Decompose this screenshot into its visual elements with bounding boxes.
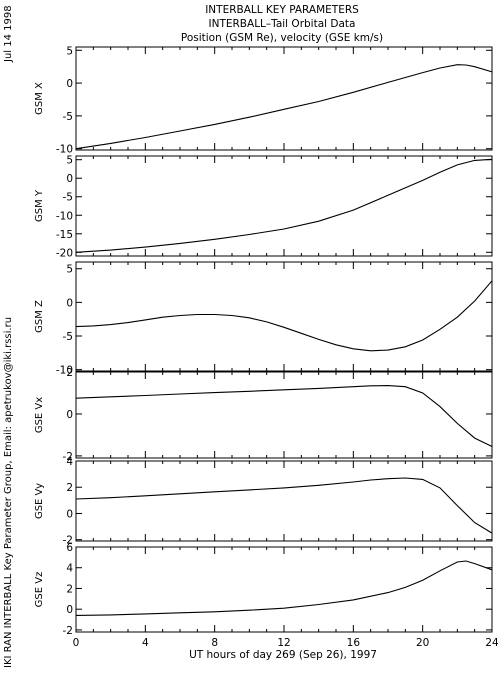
y-tick-label: -10: [56, 365, 73, 377]
panel-2: -20 -15 -10 -5 0 5 GSM Y: [34, 155, 493, 259]
chart-title-line-3: Position (GSM Re), velocity (GSE km/s): [181, 32, 383, 44]
panel-4: -2 0 2 GSE Vx: [34, 367, 493, 463]
y-tick-label: -2: [63, 451, 73, 463]
y-tick-label: 0: [66, 173, 73, 185]
panel-frame: [75, 46, 493, 151]
y-tick-label: -5: [63, 331, 73, 343]
x-tick-label: 0: [73, 637, 80, 649]
series-line: [75, 64, 493, 150]
x-tick-label: 4: [142, 637, 149, 649]
y-tick-label: -5: [63, 192, 73, 204]
y-tick-label: 5: [66, 45, 73, 57]
panel-6: -2 0 2 4 6 GSE Vz: [34, 542, 493, 637]
y-tick-label: 6: [66, 542, 73, 554]
y-tick-label: 0: [66, 604, 73, 616]
panel-frame: [75, 371, 493, 459]
y-axis-label: GSE Vy: [34, 483, 45, 519]
y-tick-label: 2: [66, 583, 73, 595]
panel-1: -10 -5 0 5 GSM X: [34, 45, 493, 156]
panel-frame: [75, 460, 493, 542]
y-tick-label: -5: [63, 111, 73, 123]
side-date: Jul 14 1998: [3, 5, 14, 63]
x-tick-label: 24: [485, 637, 499, 649]
y-tick-label: 2: [66, 482, 73, 494]
y-tick-label: 0: [66, 409, 73, 421]
y-tick-label: 0: [66, 78, 73, 90]
chart-title-line-2: INTERBALL–Tail Orbital Data: [209, 18, 356, 30]
y-axis-label: GSE Vz: [34, 572, 45, 608]
x-tick-label: 8: [211, 637, 218, 649]
side-credit: IKI RAN INTERBALL Key Parameter Group, E…: [3, 317, 14, 668]
y-axis-label: GSM X: [34, 82, 45, 115]
y-tick-label: -10: [56, 210, 73, 222]
x-tick-label: 16: [347, 637, 361, 649]
x-tick-label: 12: [277, 637, 290, 649]
chart-title-line-1: INTERBALL KEY PARAMETERS: [205, 4, 359, 16]
y-tick-label: 0: [66, 297, 73, 309]
y-tick-label: 5: [66, 264, 73, 276]
y-tick-label: 0: [66, 508, 73, 520]
y-tick-label: -20: [56, 247, 73, 259]
panel-frame: [75, 261, 493, 372]
x-axis-label: UT hours of day 269 (Sep 26), 1997: [189, 649, 377, 661]
y-tick-label: 4: [66, 563, 73, 575]
series-line: [75, 280, 493, 352]
y-tick-label: -2: [63, 535, 73, 547]
series-line: [75, 158, 493, 253]
y-tick-label: -15: [56, 229, 73, 241]
y-tick-label: 5: [66, 155, 73, 167]
panel-5: -2 0 2 4 GSE Vy: [34, 456, 493, 547]
y-axis-label: GSM Y: [34, 189, 45, 222]
panel-frame: [75, 155, 493, 257]
series-line: [75, 385, 493, 447]
series-line: [75, 477, 493, 534]
y-tick-label: -10: [56, 144, 73, 156]
series-line: [75, 560, 493, 616]
panel-frame: [75, 546, 493, 633]
y-tick-label: 4: [66, 456, 73, 468]
y-axis-label: GSM Z: [34, 300, 45, 333]
panel-3: -10 -5 0 5 GSM Z: [34, 261, 493, 377]
y-tick-label: -2: [63, 625, 73, 637]
y-axis-label: GSE Vx: [34, 397, 45, 433]
y-tick-label: 2: [66, 367, 73, 379]
x-tick-label: 20: [416, 637, 429, 649]
